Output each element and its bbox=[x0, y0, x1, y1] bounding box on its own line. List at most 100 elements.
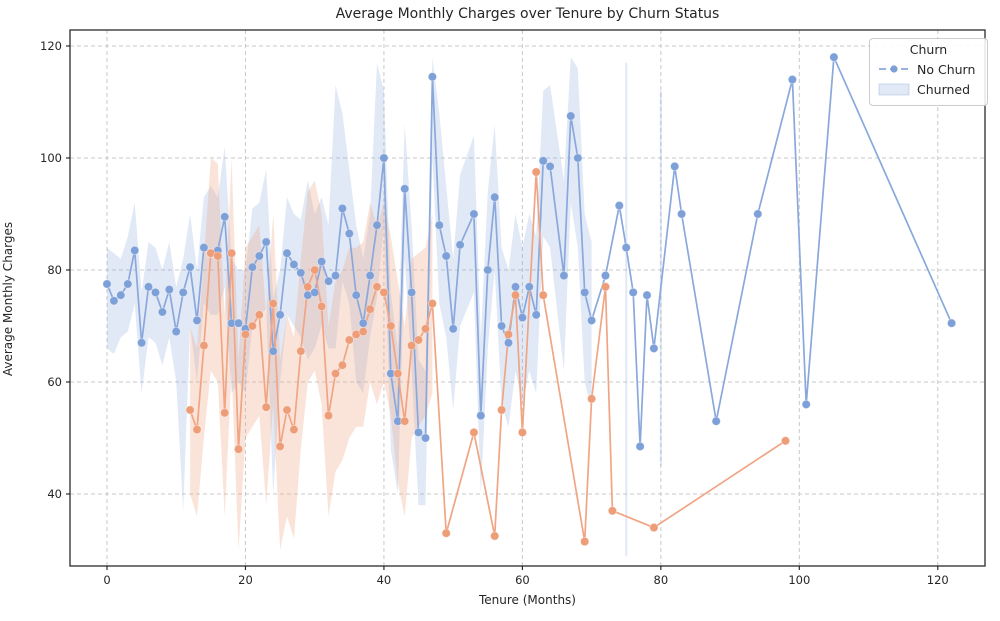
y-tick-label: 100 bbox=[40, 151, 62, 165]
legend: Churn No Churn Churned bbox=[869, 38, 988, 106]
no-churn-marker bbox=[109, 296, 119, 306]
no-churn-marker bbox=[150, 287, 161, 297]
churned-marker bbox=[379, 287, 389, 297]
no-churn-marker bbox=[559, 270, 569, 281]
no-churn-marker bbox=[441, 251, 451, 261]
no-churn-marker bbox=[337, 203, 347, 213]
churned-marker bbox=[365, 304, 375, 314]
no-churn-marker bbox=[496, 321, 507, 331]
no-churn-marker bbox=[455, 240, 465, 250]
y-axis-label: Average Monthly Charges bbox=[1, 221, 15, 377]
no-churn-marker bbox=[642, 290, 652, 300]
legend-label-no-churn: No Churn bbox=[917, 61, 976, 77]
churned-marker bbox=[600, 282, 611, 292]
no-churn-marker bbox=[635, 441, 645, 451]
no-churn-marker bbox=[649, 343, 659, 353]
churned-marker bbox=[503, 329, 514, 339]
no-churn-marker bbox=[351, 290, 361, 300]
no-churn-marker bbox=[420, 433, 431, 443]
no-churn-marker bbox=[310, 287, 320, 297]
no-churn-marker bbox=[282, 248, 292, 258]
no-churn-marker bbox=[379, 153, 389, 163]
churned-marker bbox=[496, 405, 507, 415]
no-churn-marker bbox=[365, 270, 375, 281]
no-churn-marker bbox=[434, 220, 444, 230]
no-churn-marker bbox=[296, 268, 306, 278]
no-churn-marker bbox=[372, 220, 382, 230]
churned-marker bbox=[261, 402, 271, 412]
legend-title: Churn bbox=[909, 42, 948, 57]
no-churn-marker bbox=[573, 153, 583, 163]
churned-marker bbox=[254, 310, 264, 320]
no-churn-marker bbox=[586, 315, 597, 325]
no-churn-marker bbox=[178, 287, 188, 297]
no-churn-marker bbox=[670, 161, 680, 171]
no-churn-marker bbox=[545, 161, 555, 171]
churned-marker bbox=[192, 424, 202, 435]
no-churn-marker bbox=[538, 156, 548, 166]
no-churn-marker bbox=[628, 287, 638, 297]
no-churn-marker bbox=[254, 251, 264, 261]
churned-marker bbox=[344, 335, 354, 345]
churned-band-swatch bbox=[878, 83, 910, 96]
churned-marker bbox=[406, 340, 417, 351]
no-churn-marker bbox=[801, 399, 811, 409]
churned-marker bbox=[240, 329, 251, 339]
churned-marker bbox=[780, 436, 791, 446]
no-churn-marker bbox=[600, 270, 611, 281]
churned-marker bbox=[275, 441, 285, 451]
no-churn-marker bbox=[711, 416, 721, 426]
churned-marker bbox=[649, 522, 659, 533]
churned-marker bbox=[316, 301, 327, 311]
no-churn-ci-band bbox=[659, 90, 662, 467]
x-tick-label: 120 bbox=[927, 573, 949, 587]
no-churn-marker bbox=[102, 279, 112, 289]
churned-marker bbox=[220, 408, 230, 418]
legend-item-churned: Churned bbox=[876, 79, 981, 99]
no-churn-marker bbox=[143, 282, 154, 292]
churned-marker bbox=[517, 427, 528, 437]
no-churn-marker bbox=[400, 184, 410, 194]
no-churn-marker bbox=[330, 270, 341, 281]
no-churn-marker bbox=[137, 338, 147, 348]
x-axis-label: Tenure (Months) bbox=[479, 593, 576, 607]
churned-marker bbox=[400, 416, 410, 426]
churned-marker bbox=[289, 424, 299, 435]
no-churn-marker bbox=[476, 410, 486, 421]
churned-marker bbox=[358, 326, 368, 337]
churned-marker bbox=[296, 346, 306, 356]
x-tick-label: 0 bbox=[103, 573, 110, 587]
no-churn-marker bbox=[614, 201, 624, 211]
no-churn-ci-band bbox=[107, 57, 592, 511]
no-churn-marker bbox=[580, 287, 590, 297]
churned-marker bbox=[490, 531, 500, 541]
churned-marker bbox=[393, 368, 403, 379]
y-tick-label: 60 bbox=[47, 375, 62, 389]
no-churn-marker bbox=[490, 192, 500, 202]
no-churn-marker bbox=[531, 310, 541, 320]
churned-marker bbox=[199, 340, 209, 351]
churned-marker bbox=[469, 427, 479, 437]
legend-label-churned: Churned bbox=[917, 81, 971, 97]
churned-marker bbox=[227, 248, 237, 258]
no-churn-marker bbox=[413, 427, 424, 437]
churned-marker bbox=[268, 298, 278, 309]
plot-frame bbox=[69, 29, 986, 567]
churned-marker bbox=[586, 394, 597, 404]
no-churn-marker bbox=[275, 310, 285, 320]
no-churn-marker bbox=[829, 52, 839, 62]
no-churn-marker bbox=[566, 111, 576, 121]
churned-marker bbox=[185, 405, 195, 415]
churned-marker bbox=[337, 360, 347, 370]
x-tick-label: 20 bbox=[238, 573, 253, 587]
no-churn-marker bbox=[517, 312, 528, 323]
no-churn-marker bbox=[116, 290, 126, 300]
y-tick-label: 80 bbox=[47, 263, 62, 277]
churned-marker bbox=[323, 410, 334, 421]
no-churn-marker bbox=[753, 209, 763, 219]
x-tick-label: 40 bbox=[377, 573, 392, 587]
churned-marker bbox=[282, 405, 292, 415]
no-churn-marker bbox=[130, 245, 140, 255]
